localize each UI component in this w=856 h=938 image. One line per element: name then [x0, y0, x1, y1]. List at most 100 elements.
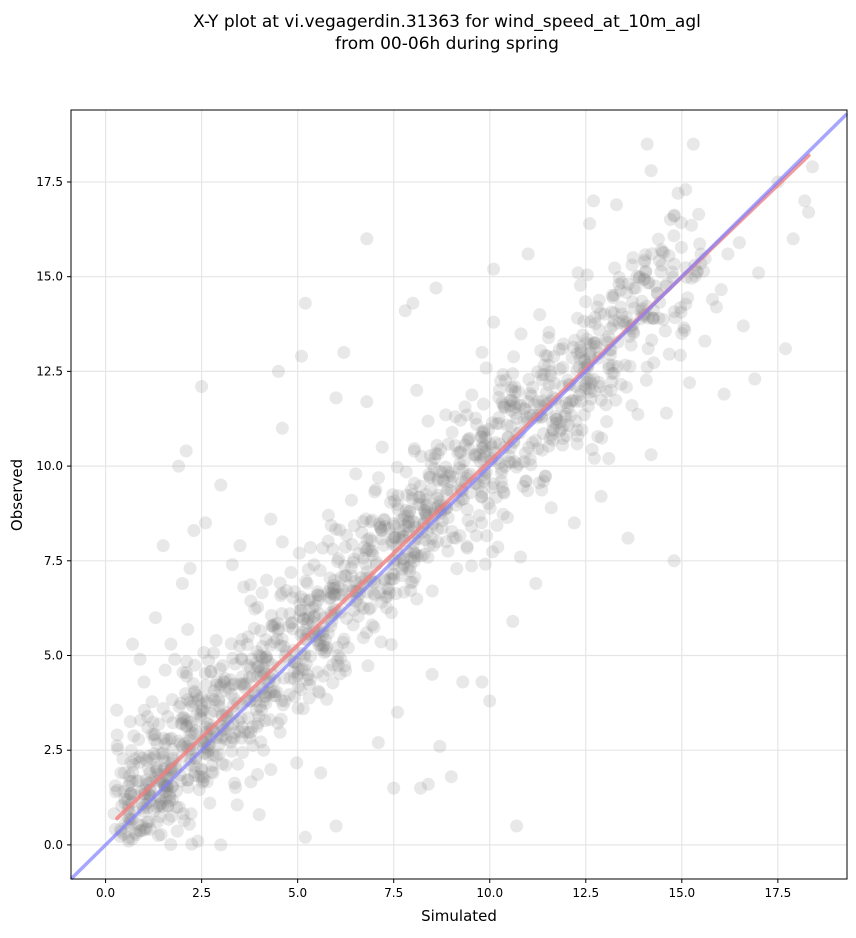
scatter-point	[272, 622, 286, 636]
scatter-point	[566, 393, 580, 407]
scatter-point	[475, 516, 489, 530]
scatter-point	[378, 520, 392, 533]
scatter-point	[293, 597, 307, 611]
scatter-point	[425, 667, 439, 681]
scatter-point	[324, 619, 338, 633]
scatter-point	[319, 644, 333, 658]
scatter-point	[408, 442, 421, 456]
scatter-point	[587, 384, 601, 398]
scatter-point	[282, 688, 296, 702]
scatter-point	[652, 311, 666, 325]
scatter-point	[293, 609, 307, 623]
scatter-point	[142, 749, 156, 763]
scatter-point	[638, 255, 652, 269]
scatter-point	[457, 454, 471, 468]
scatter-point	[149, 761, 163, 775]
scatter-point	[330, 654, 344, 668]
scatter-point	[478, 439, 492, 453]
scatter-point	[542, 439, 556, 453]
scatter-point	[414, 781, 428, 795]
scatter-point	[183, 695, 197, 709]
scatter-point	[316, 541, 330, 555]
scatter-point	[549, 412, 563, 426]
scatter-point	[234, 652, 248, 666]
scatter-point	[429, 281, 443, 295]
x-tick-label: 15.0	[668, 886, 695, 900]
scatter-point	[195, 380, 209, 393]
scatter-point	[203, 732, 217, 746]
scatter-point	[275, 632, 289, 646]
scatter-point	[271, 616, 285, 630]
scatter-point	[602, 330, 615, 344]
scatter-point	[567, 516, 581, 530]
scatter-point	[188, 765, 202, 779]
scatter-point	[646, 311, 660, 325]
scatter-point	[251, 768, 264, 781]
scatter-point	[153, 810, 167, 824]
scatter-point	[514, 327, 528, 341]
scatter-point	[317, 638, 331, 652]
scatter-point	[437, 474, 451, 488]
scatter-point	[557, 418, 571, 432]
scatter-point	[303, 593, 317, 607]
scatter-point	[606, 318, 620, 332]
scatter-point	[255, 651, 269, 665]
scatter-point	[584, 392, 598, 406]
y-tick-label: 7.5	[44, 554, 63, 568]
scatter-point	[147, 733, 161, 747]
scatter-point	[407, 444, 421, 458]
scatter-point	[612, 316, 626, 330]
scatter-point	[537, 474, 550, 488]
scatter-point	[456, 463, 470, 477]
scatter-point	[605, 375, 619, 389]
scatter-point	[122, 834, 136, 848]
scatter-point	[706, 292, 719, 306]
scatter-point	[662, 249, 676, 263]
scatter-point	[224, 687, 238, 701]
scatter-point	[444, 466, 457, 480]
scatter-point	[243, 578, 257, 592]
scatter-point	[180, 720, 194, 734]
scatter-point	[261, 654, 275, 667]
scatter-point	[287, 655, 301, 669]
scatter-point	[639, 265, 653, 279]
scatter-point	[402, 515, 416, 529]
scatter-point	[294, 590, 308, 604]
scatter-point	[235, 731, 249, 745]
scatter-point	[565, 394, 578, 408]
scatter-point	[654, 265, 668, 279]
scatter-point	[319, 633, 333, 647]
scatter-point	[491, 540, 505, 554]
scatter-point	[441, 482, 455, 496]
scatter-point	[212, 695, 226, 709]
scatter-point	[157, 754, 171, 768]
scatter-point	[535, 443, 549, 457]
scatter-point	[470, 417, 483, 431]
scatter-point	[574, 394, 588, 408]
scatter-point	[236, 746, 249, 759]
scatter-point	[399, 465, 413, 479]
scatter-point	[547, 350, 561, 363]
scatter-point	[645, 333, 659, 347]
scatter-point	[655, 258, 669, 272]
scatter-point	[411, 497, 425, 511]
scatter-point	[175, 739, 189, 753]
scatter-point	[265, 685, 279, 699]
scatter-point	[304, 649, 317, 663]
scatter-point	[213, 662, 227, 676]
scatter-point	[360, 395, 374, 409]
scatter-point	[469, 448, 483, 462]
scatter-point	[253, 699, 267, 713]
scatter-point	[165, 809, 179, 823]
scatter-point	[428, 452, 442, 465]
scatter-point	[640, 137, 654, 151]
scatter-point	[303, 673, 317, 687]
scatter-point	[300, 673, 314, 687]
scatter-point	[659, 406, 673, 420]
scatter-point	[398, 304, 412, 318]
scatter-point	[397, 585, 411, 599]
scatter-point	[158, 737, 172, 751]
scatter-point	[487, 262, 501, 276]
scatter-point	[122, 769, 136, 783]
scatter-point	[494, 374, 508, 388]
